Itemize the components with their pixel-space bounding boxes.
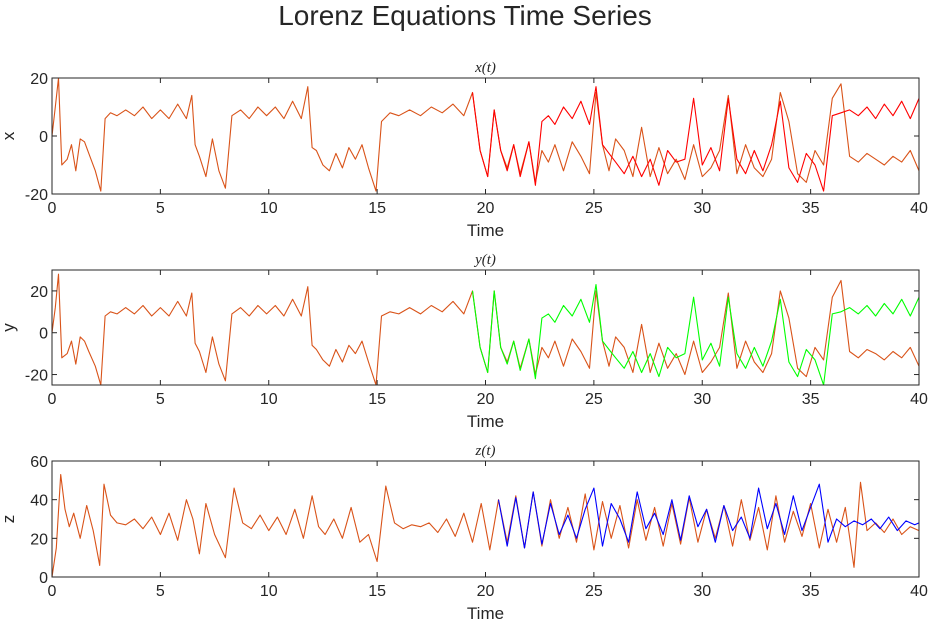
x-tick-label: 25 [585, 200, 603, 217]
x-tick-label: 25 [585, 583, 603, 600]
x-axis-label: Time [467, 604, 504, 622]
series-line-perturbed [471, 86, 919, 192]
x-tick-label: 15 [368, 391, 386, 408]
figure-title: Lorenz Equations Time Series [278, 0, 652, 31]
y-tick-label: 0 [39, 326, 48, 343]
series-line-reference [52, 273, 919, 385]
x-tick-label: 40 [910, 200, 928, 217]
x-tick-label: 30 [693, 583, 711, 600]
y-tick-label: 40 [30, 493, 48, 510]
x-axis-label: Time [467, 221, 504, 240]
x-tick-label: 10 [260, 391, 278, 408]
x-tick-label: 15 [368, 200, 386, 217]
x-tick-label: 40 [910, 391, 928, 408]
x-tick-label: 35 [802, 200, 820, 217]
y-axis-label: x [0, 131, 18, 140]
x-tick-label: 10 [260, 200, 278, 217]
series-line-perturbed [471, 284, 919, 385]
x-tick-label: 25 [585, 391, 603, 408]
x-tick-label: 0 [48, 200, 57, 217]
x-tick-label: 5 [156, 200, 165, 217]
x-tick-label: 20 [477, 583, 495, 600]
x-tick-label: 10 [260, 583, 278, 600]
x-tick-label: 30 [693, 391, 711, 408]
subplot-title: x(t) [474, 60, 496, 76]
x-tick-label: 15 [368, 583, 386, 600]
axes-box [51, 269, 920, 386]
x-tick-label: 5 [156, 391, 165, 408]
y-axis-label: y [0, 323, 18, 332]
y-tick-label: -20 [25, 187, 48, 204]
series-line-reference [52, 78, 919, 192]
x-tick-label: 5 [156, 583, 165, 600]
x-tick-label: 20 [477, 200, 495, 217]
series-line-reference [52, 473, 919, 577]
y-tick-label: 60 [30, 454, 48, 471]
axes-box [51, 77, 920, 195]
series-line-perturbed [497, 483, 919, 549]
x-tick-label: 20 [477, 391, 495, 408]
x-tick-label: 0 [48, 583, 57, 600]
y-tick-label: -20 [25, 368, 48, 385]
y-tick-label: 20 [30, 531, 48, 548]
y-tick-label: 0 [39, 129, 48, 146]
x-tick-label: 35 [802, 391, 820, 408]
x-tick-label: 40 [910, 583, 928, 600]
y-tick-label: 20 [30, 284, 48, 301]
y-tick-label: 20 [30, 71, 48, 88]
subplot-title: y(t) [473, 252, 496, 268]
y-tick-label: 0 [39, 570, 48, 587]
y-axis-label: z [0, 515, 18, 524]
x-tick-label: 30 [693, 200, 711, 217]
subplot-z: 0 5 10 15 20 25 30 35 40 0 20 40 60 Time z z(t) [0, 443, 928, 622]
x-tick-label: 35 [802, 583, 820, 600]
x-tick-label: 0 [48, 391, 57, 408]
x-axis-label: Time [467, 412, 504, 431]
subplot-title: z(t) [475, 443, 496, 459]
